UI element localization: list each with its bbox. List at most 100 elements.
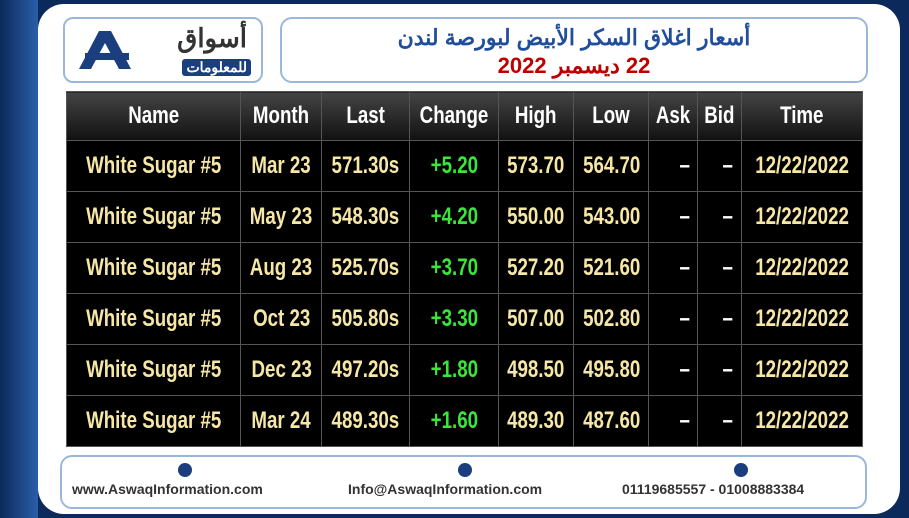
cell: 12/22/2022 <box>740 191 864 243</box>
cell-text: 507.00 <box>507 305 565 332</box>
cell: – <box>648 191 699 243</box>
cell: 527.20 <box>498 242 575 294</box>
cell-text: 502.80 <box>582 305 640 332</box>
logo-icon <box>79 31 131 69</box>
cell: – <box>697 191 742 243</box>
cell-text: – <box>679 356 690 383</box>
cell: 12/22/2022 <box>740 395 864 447</box>
cell-text: 521.60 <box>582 254 640 281</box>
cell: 505.80s <box>321 293 411 345</box>
column-header: Month <box>240 91 323 141</box>
cell-text: 498.50 <box>507 356 565 383</box>
cell-text: White Sugar #5 <box>86 305 222 332</box>
cell: 548.30s <box>321 191 411 243</box>
cell-text: – <box>722 152 734 179</box>
cell: May 23 <box>240 191 323 243</box>
cell: 502.80 <box>573 293 650 345</box>
cell: – <box>648 293 699 345</box>
cell-text: 487.60 <box>582 407 640 434</box>
cell: – <box>697 293 742 345</box>
cell-text: 548.30s <box>331 203 400 230</box>
column-header: Change <box>409 91 500 141</box>
column-header-text: High <box>515 102 557 129</box>
cell-text: 564.70 <box>582 152 640 179</box>
cell: 489.30s <box>321 395 411 447</box>
cell-text: May 23 <box>250 203 313 230</box>
cell-text: 527.20 <box>507 254 565 281</box>
column-header-text: Bid <box>704 102 735 129</box>
cell-text: +1.80 <box>430 356 478 383</box>
cell: White Sugar #5 <box>65 395 242 447</box>
column-header: Bid <box>697 91 742 141</box>
cell-text: White Sugar #5 <box>86 203 222 230</box>
cell-text: Dec 23 <box>251 356 312 383</box>
price-table: Name Month Last Change High Low Ask Bid Time Whit… <box>65 91 864 447</box>
cell: 489.30 <box>498 395 575 447</box>
cell: 521.60 <box>573 242 650 294</box>
cell-text: – <box>679 152 690 179</box>
cell: +5.20 <box>409 140 500 192</box>
cell-text: White Sugar #5 <box>86 254 222 281</box>
table-row: White Sugar #5 Dec 23 497.20s +1.80 498.50 49… <box>65 344 864 396</box>
cell-text: – <box>679 407 690 434</box>
cell: – <box>697 140 742 192</box>
cell: White Sugar #5 <box>65 242 242 294</box>
table-row: White Sugar #5 Mar 24 489.30s +1.60 489.30 48… <box>65 395 864 447</box>
cell: – <box>648 140 699 192</box>
column-header-text: Last <box>346 102 386 129</box>
cell: White Sugar #5 <box>65 191 242 243</box>
cell: – <box>697 395 742 447</box>
cell-text: 571.30s <box>331 152 400 179</box>
cell: 525.70s <box>321 242 411 294</box>
cell-text: – <box>679 254 690 281</box>
table-row: White Sugar #5 Oct 23 505.80s +3.30 507.00 50… <box>65 293 864 345</box>
column-header-text: Month <box>253 102 310 129</box>
cell-text: 12/22/2022 <box>755 254 849 281</box>
footer: www.AswaqInformation.com Info@AswaqInfor… <box>60 455 867 509</box>
phone: 01119685557 - 01008883384 <box>622 481 805 497</box>
column-header: High <box>498 91 575 141</box>
column-header: Time <box>740 91 864 141</box>
column-header: Last <box>321 91 411 141</box>
cell-text: +4.20 <box>430 203 478 230</box>
cell: White Sugar #5 <box>65 293 242 345</box>
cell: 497.20s <box>321 344 411 396</box>
cell: 495.80 <box>573 344 650 396</box>
cell-text: 550.00 <box>507 203 565 230</box>
cell: 571.30s <box>321 140 411 192</box>
cell-text: 573.70 <box>507 152 565 179</box>
column-header: Low <box>573 91 650 141</box>
column-header: Ask <box>648 91 699 141</box>
cell-text: White Sugar #5 <box>86 356 222 383</box>
cell-text: – <box>722 407 734 434</box>
column-header-text: Change <box>419 102 489 129</box>
cell: 12/22/2022 <box>740 344 864 396</box>
cell: Dec 23 <box>240 344 323 396</box>
cell: +1.80 <box>409 344 500 396</box>
cell-text: 489.30s <box>331 407 400 434</box>
cell-text: 12/22/2022 <box>755 407 849 434</box>
cell-text: 12/22/2022 <box>755 305 849 332</box>
cell: 12/22/2022 <box>740 140 864 192</box>
cell: 550.00 <box>498 191 575 243</box>
cell: +3.70 <box>409 242 500 294</box>
table-row: White Sugar #5 May 23 548.30s +4.20 550.00 54… <box>65 191 864 243</box>
table-row: White Sugar #5 Mar 23 571.30s +5.20 573.70 56… <box>65 140 864 192</box>
cell: – <box>697 344 742 396</box>
cell: +3.30 <box>409 293 500 345</box>
cell-text: White Sugar #5 <box>86 407 222 434</box>
title-box: أسعار اغلاق السكر الأبيض لبورصة لندن 22 … <box>280 17 868 83</box>
cell: 487.60 <box>573 395 650 447</box>
cell: +1.60 <box>409 395 500 447</box>
cell-text: 505.80s <box>331 305 400 332</box>
cell-text: Oct 23 <box>252 305 311 332</box>
table-row: White Sugar #5 Aug 23 525.70s +3.70 527.20 52… <box>65 242 864 294</box>
date: 22 ديسمبر 2022 <box>497 53 651 78</box>
cell: 573.70 <box>498 140 575 192</box>
cell: 543.00 <box>573 191 650 243</box>
cell-text: 543.00 <box>582 203 640 230</box>
cell-text: +5.20 <box>430 152 478 179</box>
phone-icon <box>734 463 748 477</box>
email: Info@AswaqInformation.com <box>348 481 543 497</box>
cell-text: 489.30 <box>507 407 565 434</box>
